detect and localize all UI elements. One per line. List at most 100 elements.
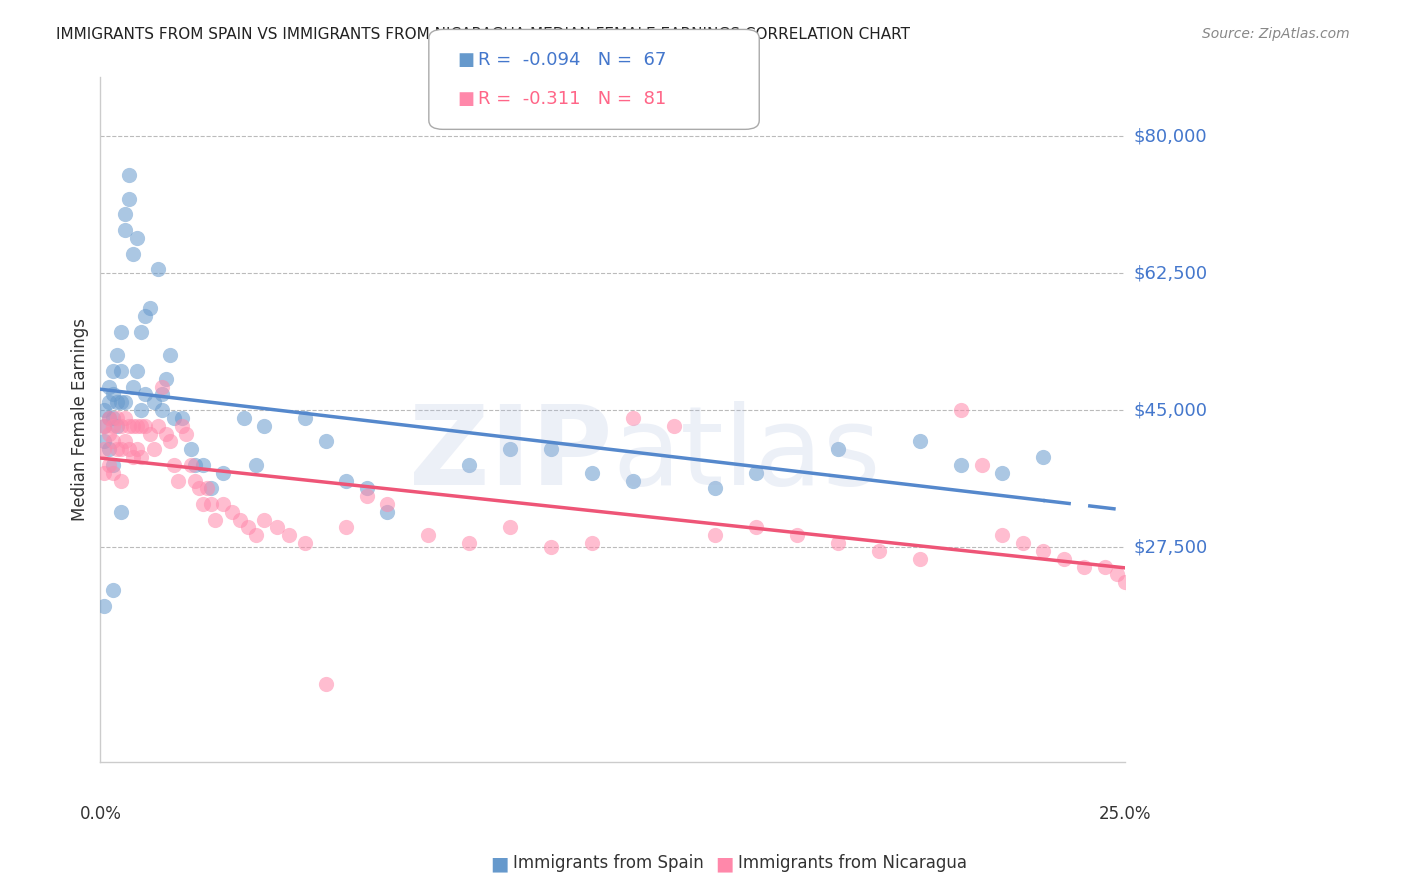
Point xyxy=(278,528,301,542)
Text: ■: ■ xyxy=(457,51,474,69)
Point xyxy=(910,434,932,449)
Point xyxy=(134,387,156,401)
Point xyxy=(180,458,202,472)
Text: 25.0%: 25.0% xyxy=(1099,805,1152,823)
Point xyxy=(114,395,136,409)
Point xyxy=(356,489,378,503)
Point xyxy=(1094,559,1116,574)
Point xyxy=(97,411,120,425)
Point xyxy=(172,411,194,425)
Point xyxy=(131,418,153,433)
Point xyxy=(97,426,120,441)
Point xyxy=(204,513,226,527)
Point xyxy=(122,418,145,433)
Point xyxy=(101,466,124,480)
Point xyxy=(101,418,124,433)
Point xyxy=(150,379,173,393)
Point xyxy=(1147,599,1170,613)
Point xyxy=(93,599,115,613)
Point xyxy=(200,481,222,495)
Point xyxy=(786,528,808,542)
Point xyxy=(266,520,288,534)
Point xyxy=(167,474,190,488)
Point xyxy=(105,442,128,457)
Point xyxy=(114,434,136,449)
Point xyxy=(127,364,149,378)
Point xyxy=(118,418,141,433)
Text: $62,500: $62,500 xyxy=(1133,264,1208,282)
Point xyxy=(212,466,235,480)
Text: Source: ZipAtlas.com: Source: ZipAtlas.com xyxy=(1202,27,1350,41)
Point xyxy=(745,466,768,480)
Point xyxy=(110,418,132,433)
Text: R =  -0.094   N =  67: R = -0.094 N = 67 xyxy=(478,51,666,69)
Point xyxy=(232,411,254,425)
Point xyxy=(1114,575,1136,590)
Point xyxy=(118,169,141,183)
Point xyxy=(621,411,644,425)
Point xyxy=(155,372,177,386)
Point xyxy=(191,497,214,511)
Point xyxy=(127,231,149,245)
Point xyxy=(499,442,522,457)
Point xyxy=(101,387,124,401)
Point xyxy=(540,540,562,554)
Point xyxy=(101,411,124,425)
Point xyxy=(138,301,160,316)
Point xyxy=(335,474,357,488)
Point xyxy=(581,466,603,480)
Point xyxy=(93,403,115,417)
Point xyxy=(114,411,136,425)
Point xyxy=(93,466,115,480)
Text: ■: ■ xyxy=(489,854,509,873)
Point xyxy=(187,481,209,495)
Point xyxy=(375,505,398,519)
Text: $80,000: $80,000 xyxy=(1133,128,1208,145)
Point xyxy=(105,395,128,409)
Text: R =  -0.311   N =  81: R = -0.311 N = 81 xyxy=(478,90,666,108)
Point xyxy=(155,426,177,441)
Point xyxy=(315,434,337,449)
Point xyxy=(118,442,141,457)
Point xyxy=(499,520,522,534)
Point xyxy=(159,434,181,449)
Text: Immigrants from Nicaragua: Immigrants from Nicaragua xyxy=(738,855,967,872)
Point xyxy=(458,536,481,550)
Point xyxy=(105,411,128,425)
Point xyxy=(150,387,173,401)
Point xyxy=(335,520,357,534)
Point xyxy=(229,513,252,527)
Text: ■: ■ xyxy=(457,90,474,108)
Point xyxy=(212,497,235,511)
Point xyxy=(134,418,156,433)
Text: ZIP: ZIP xyxy=(409,401,613,508)
Point xyxy=(131,325,153,339)
Point xyxy=(1053,551,1076,566)
Point xyxy=(950,458,973,472)
Point xyxy=(1032,450,1054,464)
Point xyxy=(118,192,141,206)
Point xyxy=(253,418,276,433)
Point xyxy=(1011,536,1033,550)
Point xyxy=(110,505,132,519)
Point xyxy=(97,379,120,393)
Text: $27,500: $27,500 xyxy=(1133,538,1208,556)
Point xyxy=(114,223,136,237)
Y-axis label: Median Female Earnings: Median Female Earnings xyxy=(72,318,89,521)
Point xyxy=(101,583,124,598)
Point xyxy=(122,450,145,464)
Point xyxy=(294,411,316,425)
Text: atlas: atlas xyxy=(613,401,882,508)
Text: Immigrants from Spain: Immigrants from Spain xyxy=(513,855,704,872)
Point xyxy=(195,481,218,495)
Point xyxy=(172,418,194,433)
Point xyxy=(142,395,165,409)
Point xyxy=(176,426,198,441)
Point xyxy=(122,246,145,260)
Point xyxy=(294,536,316,550)
Point xyxy=(138,426,160,441)
Point xyxy=(146,262,169,277)
Point xyxy=(105,348,128,362)
Point xyxy=(704,481,727,495)
Point xyxy=(97,458,120,472)
